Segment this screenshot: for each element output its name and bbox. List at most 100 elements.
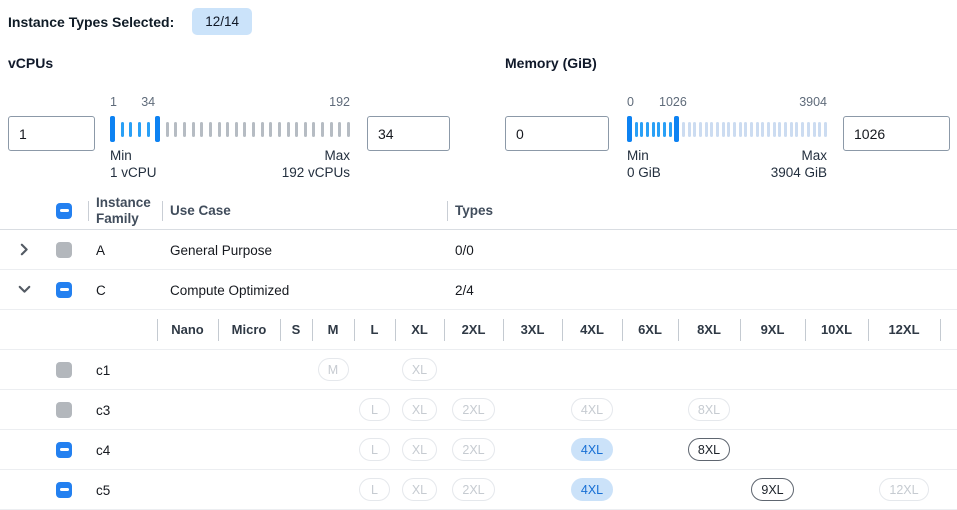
slider-tick — [755, 121, 759, 137]
size-label: 10XL — [820, 322, 853, 337]
slider-tick — [191, 121, 195, 137]
size-badge-xl: XL — [401, 358, 438, 381]
slider-tick — [165, 121, 169, 137]
instance-row: c4 L XL 2XL 4XL 8XL — [0, 430, 957, 470]
min-caption-value: 0 GiB — [627, 165, 661, 180]
vcpus-filter: vCPUs 1 34 192 Min 1 vCPU Max 192 vCPUs — [8, 55, 456, 185]
table-body: A General Purpose 0/0 C Compute Optimized 2/4… — [0, 230, 957, 510]
slider-handle-min[interactable] — [110, 116, 115, 142]
size-badge-xl: XL — [401, 438, 438, 461]
checkbox-disabled — [56, 401, 72, 418]
column-header-instance-family: Instance Family — [96, 194, 151, 226]
slider-tick — [321, 121, 324, 137]
slider-tick — [767, 121, 771, 137]
types-count: 0/0 — [455, 242, 474, 258]
family-row: A General Purpose 0/0 — [0, 230, 957, 270]
max-caption-value: 3904 GiB — [770, 165, 827, 180]
column-separator — [395, 318, 396, 341]
slider-handle-max[interactable] — [674, 116, 680, 142]
checkbox-indeterminate[interactable] — [56, 441, 72, 458]
size-badge-4xl[interactable]: 4XL — [570, 478, 614, 501]
column-separator — [312, 318, 313, 341]
slider-tick — [200, 121, 204, 137]
chevron-down-icon[interactable] — [12, 278, 36, 302]
vcpus-slider-scale: 1 34 192 — [110, 95, 350, 112]
memory-filter-title: Memory (GiB) — [505, 55, 597, 71]
memory-slider-captions: Min 0 GiB Max 3904 GiB — [627, 147, 827, 181]
memory-slider-track[interactable] — [627, 116, 827, 142]
size-column-header: 12XL — [868, 310, 940, 349]
slider-tick — [243, 121, 247, 137]
slider-tick — [687, 121, 691, 137]
size-label: 6XL — [638, 322, 662, 337]
slider-tick — [801, 121, 805, 137]
family-row: C Compute Optimized 2/4 — [0, 270, 957, 310]
slider-tick — [286, 121, 290, 137]
slider-handle-min[interactable] — [627, 116, 632, 142]
selected-count-badge: 12/14 — [192, 8, 253, 35]
slider-tick — [682, 121, 686, 137]
slider-tick — [710, 121, 714, 137]
memory-max-input[interactable] — [843, 116, 950, 151]
family-name: A — [96, 242, 106, 258]
slider-tick — [663, 121, 667, 137]
column-separator — [562, 318, 563, 341]
scale-low-label: 0 — [627, 95, 634, 109]
column-separator — [740, 318, 741, 341]
size-column-header: 4XL — [562, 310, 622, 349]
memory-slider[interactable]: 0 1026 3904 Min 0 GiB Max 3904 GiB — [627, 95, 827, 181]
size-label: Micro — [231, 322, 267, 337]
size-badge-4xl[interactable]: 4XL — [570, 438, 614, 461]
size-label: 2XL — [461, 322, 486, 337]
slider-handle-max[interactable] — [155, 116, 161, 142]
instance-row: c3 L XL 2XL 4XL 8XL — [0, 390, 957, 430]
selection-summary-label: Instance Types Selected: — [8, 13, 175, 30]
minus-icon — [59, 448, 69, 451]
vcpus-min-input[interactable] — [8, 116, 95, 151]
size-label: L — [370, 322, 379, 337]
slider-tick — [651, 121, 655, 137]
slider-tick — [699, 121, 703, 137]
slider-tick — [818, 121, 822, 137]
instance-type-name: c3 — [96, 402, 111, 418]
vcpus-slider-track[interactable] — [110, 116, 350, 142]
types-count: 2/4 — [455, 282, 474, 298]
size-label: 9XL — [760, 322, 785, 337]
column-separator — [678, 318, 679, 341]
size-column-header: 8XL — [678, 310, 740, 349]
slider-tick — [716, 121, 720, 137]
slider-tick — [277, 121, 281, 137]
slider-tick — [312, 121, 316, 137]
size-badge-12xl: 12XL — [879, 478, 929, 501]
slider-tick — [640, 121, 644, 137]
slider-tick — [823, 121, 827, 137]
memory-min-input[interactable] — [505, 116, 609, 151]
column-separator — [447, 200, 448, 221]
size-badge-8xl[interactable]: 8XL — [687, 438, 731, 461]
slider-tick — [795, 121, 799, 137]
minus-icon — [59, 488, 69, 491]
size-badge-4xl: 4XL — [570, 398, 614, 421]
size-badge-9xl[interactable]: 9XL — [751, 478, 794, 501]
scale-low-label: 1 — [110, 95, 117, 109]
slider-tick — [727, 121, 731, 137]
size-label: S — [291, 322, 301, 337]
vcpus-max-input[interactable] — [367, 116, 450, 151]
slider-tick — [646, 121, 650, 137]
checkbox-indeterminate[interactable] — [56, 481, 72, 498]
slider-tick — [733, 121, 737, 137]
size-badge-8xl: 8XL — [687, 398, 731, 421]
minus-icon — [59, 288, 69, 291]
checkbox-indeterminate[interactable] — [56, 281, 72, 298]
size-label: 12XL — [888, 322, 920, 337]
slider-tick — [174, 121, 178, 137]
vcpus-slider[interactable]: 1 34 192 Min 1 vCPU Max 192 vCPUs — [110, 95, 350, 181]
size-label: Nano — [171, 322, 204, 337]
slider-tick — [208, 121, 212, 137]
slider-tick — [146, 121, 150, 137]
column-separator — [88, 200, 89, 221]
slider-tick — [738, 121, 742, 137]
slider-tick — [789, 121, 793, 137]
chevron-right-icon[interactable] — [12, 238, 36, 262]
select-all-checkbox[interactable] — [56, 202, 72, 219]
